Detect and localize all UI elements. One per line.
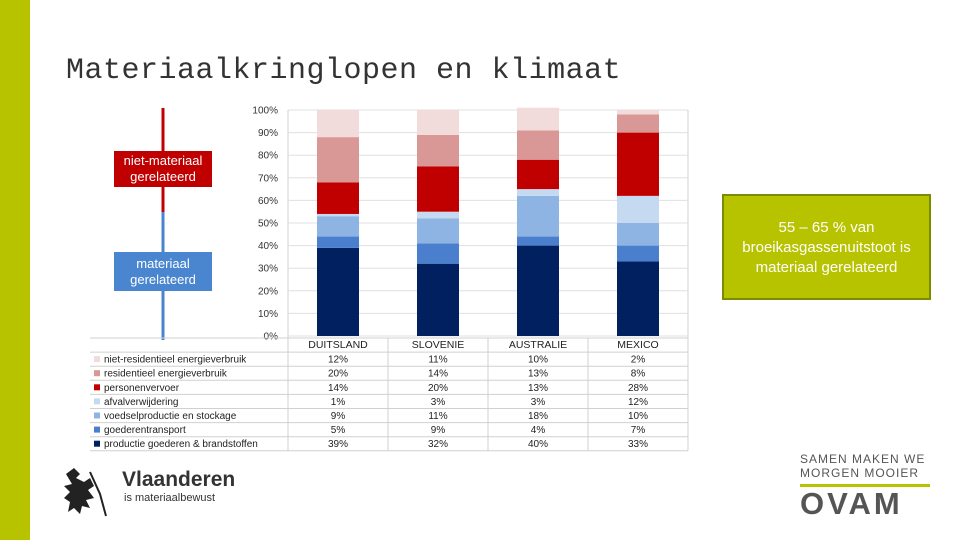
table-value-cell: 33% — [628, 439, 648, 450]
bar-segment — [417, 110, 459, 135]
callout-note: 55 – 65 % van broeikasgassenuitstoot is … — [722, 194, 931, 300]
material-category-label: materiaal gerelateerd — [114, 252, 212, 291]
vlaanderen-tagline: is materiaalbewust — [124, 492, 216, 504]
table-value-cell: 11% — [428, 355, 447, 366]
table-value-cell: 3% — [531, 397, 546, 408]
y-tick-label: 20% — [258, 286, 278, 297]
y-tick-label: 40% — [258, 241, 278, 252]
legend-swatch — [94, 440, 100, 447]
table-value-cell: 28% — [628, 383, 648, 394]
table-value-cell: 20% — [428, 383, 448, 394]
y-tick-label: 90% — [258, 128, 278, 139]
table-value-cell: 4% — [531, 425, 546, 436]
bar-segment — [517, 195, 559, 237]
accent-side-bar — [0, 0, 30, 540]
bar-segment — [517, 189, 559, 196]
legend-series-name: afvalverwijdering — [104, 397, 178, 408]
bar-segment — [317, 236, 359, 248]
table-value-cell: 14% — [328, 383, 348, 394]
table-value-cell: 14% — [428, 369, 448, 380]
table-value-cell: 9% — [331, 411, 346, 422]
table-value-cell: 1% — [331, 397, 346, 408]
bar-segment — [617, 114, 659, 133]
non-material-category-label: niet-materiaal gerelateerd — [114, 151, 212, 187]
bar-segment — [317, 182, 359, 214]
legend-series-name: voedselproductie en stockage — [104, 411, 237, 422]
table-value-cell: 2% — [631, 355, 646, 366]
bar-segment — [417, 218, 459, 244]
legend-swatch — [94, 356, 100, 363]
bar-segment — [617, 261, 659, 336]
x-category-label: SLOVENIE — [412, 339, 465, 351]
y-tick-label: 70% — [258, 173, 278, 184]
table-value-cell: 8% — [631, 369, 646, 380]
ovam-slogan: SAMEN MAKEN WE MORGEN MOOIER — [800, 452, 926, 480]
bar-segment — [317, 213, 359, 217]
bar-segment — [317, 216, 359, 237]
bar-segment — [417, 243, 459, 264]
table-value-cell: 10% — [528, 355, 548, 366]
y-tick-label: 60% — [258, 196, 278, 207]
table-value-cell: 20% — [328, 369, 348, 380]
bar-segment — [517, 245, 559, 336]
table-value-cell: 39% — [328, 439, 348, 450]
legend-series-name: residentieel energieverbruik — [104, 369, 228, 380]
legend-series-name: personenvervoer — [104, 383, 180, 394]
table-value-cell: 10% — [628, 411, 648, 422]
table-value-cell: 40% — [528, 439, 548, 450]
legend-swatch — [94, 412, 100, 419]
table-value-cell: 3% — [431, 397, 446, 408]
vlaanderen-name: Vlaanderen — [122, 468, 236, 491]
bar-segment — [617, 110, 659, 115]
y-tick-label: 0% — [264, 332, 279, 343]
bar-segment — [617, 132, 659, 196]
legend-swatch — [94, 370, 100, 377]
legend-swatch — [94, 384, 100, 391]
bar-segment — [417, 211, 459, 219]
ovam-divider — [800, 484, 930, 487]
bar-segment — [317, 110, 359, 138]
bar-segment — [617, 245, 659, 262]
table-value-cell: 12% — [328, 355, 348, 366]
y-tick-label: 80% — [258, 151, 278, 162]
bar-segment — [417, 166, 459, 212]
x-category-label: MEXICO — [617, 339, 658, 351]
y-tick-label: 30% — [258, 264, 278, 275]
legend-swatch — [94, 398, 100, 405]
bar-segment — [417, 134, 459, 167]
table-value-cell: 13% — [528, 369, 548, 380]
bar-segment — [317, 137, 359, 183]
legend-series-name: niet-residentieel energieverbruik — [104, 355, 247, 366]
bar-segment — [317, 247, 359, 336]
y-tick-label: 50% — [258, 219, 278, 230]
bar-segment — [517, 159, 559, 190]
legend-series-name: goederentransport — [104, 425, 186, 436]
flemish-lion-icon — [64, 468, 107, 517]
legend-swatch — [94, 426, 100, 433]
table-value-cell: 12% — [628, 397, 648, 408]
table-value-cell: 11% — [428, 411, 447, 422]
table-value-cell: 5% — [331, 425, 346, 436]
x-category-label: AUSTRALIE — [509, 339, 567, 351]
slide-title: Materiaalkringlopen en klimaat — [66, 54, 622, 88]
table-value-cell: 13% — [528, 383, 548, 394]
table-value-cell: 9% — [431, 425, 446, 436]
y-tick-label: 10% — [258, 309, 278, 320]
legend-series-name: productie goederen & brandstoffen — [104, 439, 258, 450]
bar-segment — [517, 107, 559, 131]
bar-segment — [517, 130, 559, 160]
ovam-logo: OVAM — [800, 486, 903, 521]
table-value-cell: 18% — [528, 411, 548, 422]
bar-segment — [517, 236, 559, 246]
bar-segment — [617, 223, 659, 246]
table-value-cell: 32% — [428, 439, 448, 450]
vlaanderen-logo: Vlaanderen is materiaalbewust — [60, 464, 260, 520]
y-tick-label: 100% — [252, 106, 278, 117]
x-category-label: DUITSLAND — [308, 339, 368, 351]
bar-segment — [417, 263, 459, 336]
table-value-cell: 7% — [631, 425, 646, 436]
bar-segment — [617, 195, 659, 223]
